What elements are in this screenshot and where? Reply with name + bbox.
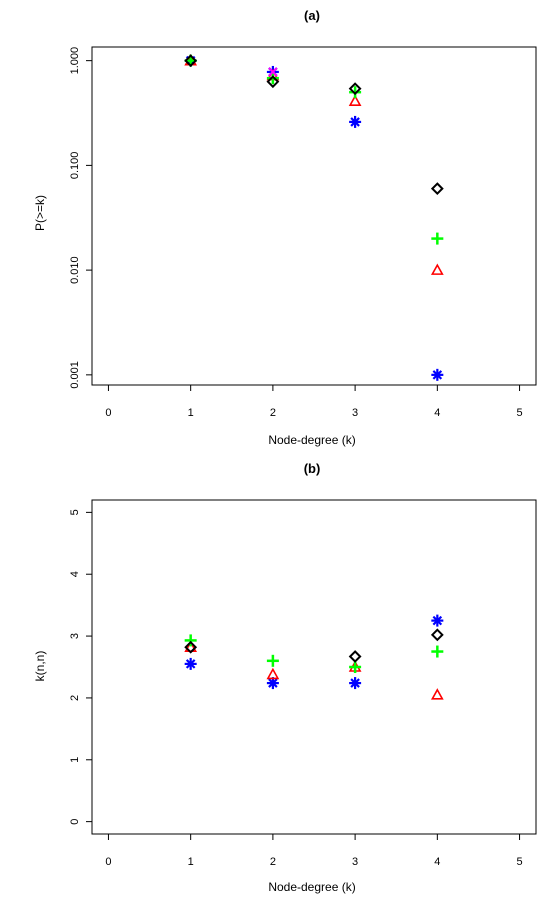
chart-a-xlabel: Node-degree (k) [268, 433, 355, 447]
series-2 [184, 54, 444, 245]
y-tick-label: 5 [69, 509, 81, 515]
plot-frame [91, 46, 537, 386]
panel-b: (b) Node-degree (k) k(n,n) 0 1 2 3 4 5 0 1 2 3 4 5 [33, 461, 537, 894]
series-1 [184, 54, 444, 275]
x-tick-label: 2 [270, 856, 276, 868]
series-0 [184, 614, 444, 690]
series-4 [268, 67, 278, 77]
data-point-cross-plus [184, 657, 197, 670]
plot-frame [91, 499, 537, 835]
series-3 [184, 628, 444, 663]
data-point-diamond [430, 628, 444, 642]
chart-b-xlabel: Node-degree (k) [268, 880, 355, 894]
chart-b-title: (b) [304, 461, 321, 476]
data-point-cross-plus [431, 614, 444, 627]
data-point-diamond [266, 75, 280, 89]
y-tick-label: 1.000 [69, 47, 81, 75]
chart-b-ylabel: k(n,n) [33, 651, 47, 682]
data-point-diamond [430, 182, 444, 196]
y-tick-label: 1 [69, 757, 81, 763]
data-point-diamond [348, 82, 362, 96]
data-point-plus [266, 72, 279, 85]
data-point-plus [266, 654, 279, 667]
data-point-triangle [430, 688, 444, 700]
y-tick-label: 0.010 [69, 256, 81, 284]
y-tick-label: 3 [69, 633, 81, 639]
y-tick-label: 2 [69, 695, 81, 701]
series-3 [184, 54, 444, 196]
data-point-cross [268, 67, 278, 77]
panel-a: (a) Node-degree (k) P(>=k) 0 1 2 3 4 5 0.001 0.… [33, 8, 537, 447]
x-tick-label: 0 [105, 407, 111, 419]
data-point-plus [349, 86, 362, 99]
data-point-cross-plus [349, 677, 362, 690]
data-point-diamond [184, 54, 198, 68]
x-tick-label: 2 [270, 407, 276, 419]
data-point-cross-plus [431, 368, 444, 381]
x-tick-label: 5 [516, 407, 522, 419]
x-tick-label: 5 [516, 856, 522, 868]
chart-a-ylabel: P(>=k) [33, 195, 47, 231]
x-tick-label: 4 [434, 407, 440, 419]
data-point-plus [431, 232, 444, 245]
chart-a-title: (a) [304, 8, 320, 23]
x-tick-label: 1 [188, 407, 194, 419]
series-2 [184, 634, 444, 673]
data-point-plus [349, 661, 362, 673]
data-point-diamond [348, 650, 362, 663]
y-tick-label: 0 [69, 819, 81, 825]
x-tick-label: 1 [188, 856, 194, 868]
y-tick-label: 0.100 [69, 152, 81, 180]
data-point-cross-plus [349, 115, 362, 128]
data-point-triangle [266, 667, 280, 680]
data-point-plus [431, 645, 444, 658]
x-tick-label: 4 [434, 856, 440, 868]
series-1 [184, 640, 444, 700]
data-point-triangle [430, 263, 444, 275]
series-0 [184, 54, 444, 381]
data-point-triangle [348, 94, 362, 107]
x-tick-label: 0 [105, 856, 111, 868]
x-tick-label: 3 [352, 407, 358, 419]
x-tick-label: 3 [352, 856, 358, 868]
data-point-plus [184, 634, 197, 647]
y-tick-label: 0.001 [69, 361, 81, 389]
y-tick-label: 4 [69, 571, 81, 577]
data-point-diamond [184, 640, 198, 654]
